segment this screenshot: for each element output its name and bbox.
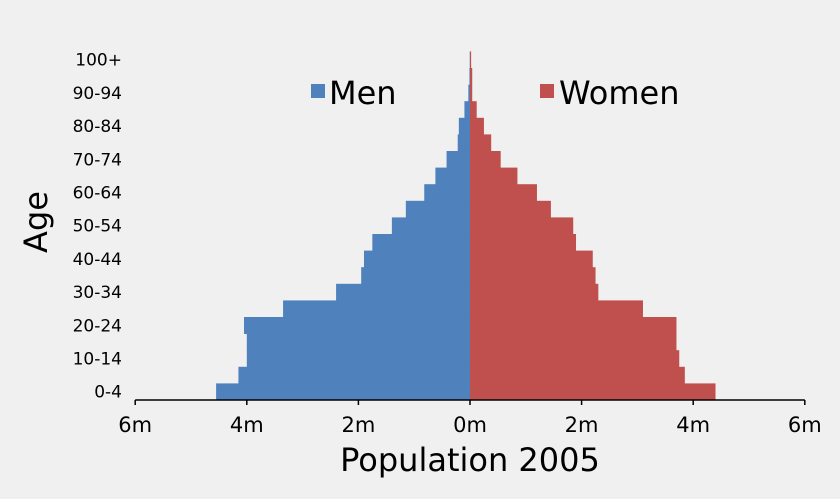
y-tick-label: 100+ <box>75 51 122 71</box>
y-tick-label: 0-4 <box>94 383 122 403</box>
bar-men-50-54 <box>391 217 470 235</box>
bar-men-80-84 <box>458 117 470 135</box>
bar-women-15-19 <box>470 333 677 351</box>
bar-men-10-14 <box>246 350 470 368</box>
bar-men-60-64 <box>424 184 470 202</box>
y-tick-label: 30-34 <box>73 283 122 303</box>
bar-women-50-54 <box>470 217 574 235</box>
bar-men-30-34 <box>336 283 470 301</box>
x-axis-title: Population 2005 <box>340 441 600 479</box>
bar-women-45-49 <box>470 234 577 251</box>
y-tick-label: 10-14 <box>73 350 122 370</box>
bar-men-70-74 <box>446 151 470 168</box>
bar-women-30-34 <box>470 283 599 301</box>
y-tick-label: 40-44 <box>73 250 122 270</box>
bar-women-90-94 <box>470 84 473 102</box>
bar-men-85-89 <box>464 101 470 119</box>
bar-women-10-14 <box>470 350 680 368</box>
x-tick-label: 4m <box>676 413 710 437</box>
x-tick-label: 4m <box>230 413 264 437</box>
bar-women-85-89 <box>470 101 477 119</box>
x-tick-label: 6m <box>788 413 822 437</box>
bar-women-60-64 <box>470 184 537 202</box>
bar-women-80-84 <box>470 117 484 135</box>
bar-men-90-94 <box>468 84 470 102</box>
bar-men-35-39 <box>361 267 470 285</box>
bar-men-95-99 <box>469 68 470 85</box>
bar-men-55-59 <box>405 200 470 218</box>
legend-label-women: Women <box>559 74 679 112</box>
bar-men-25-29 <box>283 300 470 318</box>
bar-men-40-44 <box>363 250 470 268</box>
bar-men-75-79 <box>457 134 470 152</box>
bar-women-20-24 <box>470 317 677 334</box>
bar-women-35-39 <box>470 267 596 285</box>
bar-men-20-24 <box>244 317 470 334</box>
y-tick-label: 80-84 <box>73 117 122 137</box>
legend: Men Women <box>311 74 679 112</box>
x-tick-label: 2m <box>565 413 599 437</box>
bar-women-5-9 <box>470 366 685 384</box>
bar-women-75-79 <box>470 134 492 152</box>
bar-women-95-99 <box>470 68 473 85</box>
bar-men-65-69 <box>435 167 470 185</box>
bar-men-45-49 <box>372 234 470 251</box>
women-bars <box>470 51 716 401</box>
legend-swatch-women <box>540 84 554 98</box>
men-bars <box>216 51 470 401</box>
y-tick-label: 60-64 <box>73 184 122 204</box>
bar-women-100+ <box>470 51 472 69</box>
bar-women-65-69 <box>470 167 518 185</box>
y-tick-label: 90-94 <box>73 84 122 104</box>
legend-label-men: Men <box>329 74 397 112</box>
bar-men-5-9 <box>238 366 470 384</box>
bar-women-55-59 <box>470 200 551 218</box>
legend-swatch-men <box>311 84 325 98</box>
bar-men-0-4 <box>216 383 470 401</box>
x-tick-label: 0m <box>453 413 487 437</box>
x-tick-label: 6m <box>118 413 152 437</box>
bar-men-15-19 <box>246 333 470 351</box>
y-tick-label: 70-74 <box>73 150 122 170</box>
bar-women-0-4 <box>470 383 716 401</box>
x-tick-label: 2m <box>341 413 375 437</box>
y-tick-label: 20-24 <box>73 316 122 336</box>
x-axis: 6m 4m 2m 0m 2m 4m 6m <box>118 399 822 437</box>
bar-women-40-44 <box>470 250 593 268</box>
y-tick-label: 50-54 <box>73 217 122 237</box>
y-tick-labels: 0-4 10-14 20-24 30-34 40-44 50-54 60-64 70-74 80… <box>73 51 122 403</box>
bar-women-70-74 <box>470 151 501 168</box>
bar-women-25-29 <box>470 300 643 318</box>
y-axis-title: Age <box>17 191 55 253</box>
